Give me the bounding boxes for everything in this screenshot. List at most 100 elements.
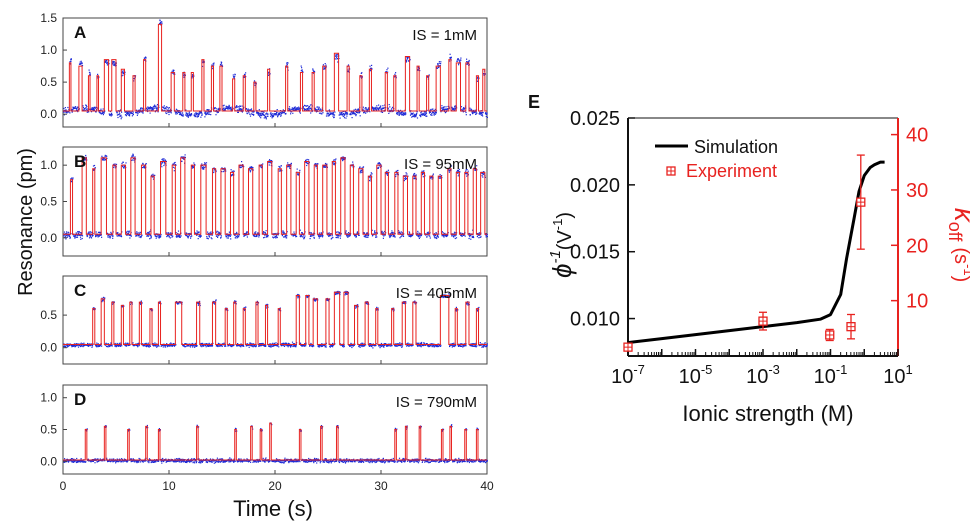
- data-point: [188, 114, 190, 116]
- data-point: [400, 231, 402, 233]
- data-point: [418, 236, 420, 238]
- data-point: [63, 461, 65, 463]
- data-point: [417, 342, 419, 344]
- data-point: [329, 111, 331, 113]
- data-point: [466, 302, 468, 304]
- data-point: [230, 175, 233, 177]
- data-point: [162, 346, 164, 348]
- data-point: [438, 177, 440, 179]
- data-point: [443, 108, 445, 110]
- data-point: [350, 342, 352, 344]
- data-point: [120, 115, 122, 117]
- data-point: [391, 232, 394, 234]
- data-point: [268, 71, 270, 73]
- data-point: [482, 115, 484, 117]
- data-point: [257, 232, 259, 234]
- data-point: [66, 345, 68, 347]
- data-point: [310, 107, 312, 109]
- data-point: [260, 114, 262, 116]
- data-point: [418, 234, 420, 236]
- data-point: [255, 345, 257, 348]
- data-point: [413, 173, 415, 175]
- data-point: [190, 236, 192, 238]
- data-point: [241, 161, 243, 163]
- data-point: [275, 232, 277, 235]
- data-point: [351, 117, 353, 119]
- data-point: [76, 109, 78, 111]
- data-point: [458, 62, 460, 64]
- data-point: [154, 174, 156, 176]
- data-point: [272, 236, 274, 238]
- data-point: [345, 232, 347, 234]
- data-point: [87, 342, 89, 345]
- data-point: [109, 110, 111, 113]
- data-point: [361, 344, 364, 347]
- data-point: [398, 343, 400, 345]
- data-point: [435, 235, 437, 237]
- data-point: [450, 165, 453, 167]
- data-point: [272, 344, 274, 346]
- data-point: [89, 73, 91, 75]
- data-point: [138, 345, 140, 347]
- data-point: [287, 162, 289, 164]
- data-point: [258, 234, 260, 237]
- data-point: [259, 116, 261, 118]
- data-point: [345, 290, 347, 292]
- data-point: [142, 163, 144, 165]
- data-point: [324, 165, 326, 167]
- data-point: [110, 344, 112, 346]
- data-point: [401, 344, 403, 346]
- data-point: [195, 115, 197, 117]
- data-point: [213, 167, 215, 169]
- data-point: [291, 344, 293, 346]
- data-point: [230, 238, 232, 240]
- data-point: [366, 111, 368, 113]
- data-point: [299, 112, 301, 114]
- data-point: [72, 177, 74, 179]
- data-point: [300, 70, 302, 72]
- data-point: [264, 236, 266, 238]
- data-point: [339, 237, 341, 239]
- data-point: [95, 235, 97, 237]
- data-point: [268, 164, 270, 166]
- data-point: [318, 237, 320, 239]
- data-point: [81, 460, 83, 463]
- data-point: [311, 235, 313, 237]
- data-point: [82, 346, 84, 348]
- data-point: [400, 112, 402, 114]
- data-point: [289, 108, 291, 110]
- data-point: [461, 235, 463, 237]
- data-point: [136, 112, 138, 114]
- data-point: [179, 234, 181, 236]
- data-point: [160, 235, 162, 237]
- data-point: [290, 113, 292, 115]
- data-point: [244, 74, 246, 76]
- data-point: [66, 346, 68, 348]
- data-point: [231, 345, 233, 347]
- data-point: [382, 107, 385, 109]
- data-point: [150, 309, 152, 311]
- data-point: [114, 343, 116, 345]
- data-point: [352, 111, 354, 113]
- data-point: [104, 159, 106, 161]
- data-point: [314, 163, 317, 165]
- y-tick-label: 0.5: [40, 308, 57, 322]
- data-point: [249, 115, 252, 117]
- data-point: [286, 62, 288, 64]
- data-point: [470, 238, 472, 240]
- data-point: [405, 112, 407, 114]
- data-point: [83, 109, 85, 111]
- data-point: [98, 344, 100, 346]
- data-point: [342, 158, 344, 160]
- data-point: [216, 235, 218, 237]
- data-point: [200, 344, 202, 346]
- data-point: [211, 344, 214, 346]
- data-point: [484, 176, 486, 178]
- data-point: [430, 114, 432, 116]
- data-point: [456, 172, 458, 174]
- data-point: [277, 234, 279, 236]
- data-point: [121, 111, 123, 113]
- data-point: [122, 72, 124, 75]
- data-point: [67, 461, 70, 463]
- data-point: [235, 107, 237, 109]
